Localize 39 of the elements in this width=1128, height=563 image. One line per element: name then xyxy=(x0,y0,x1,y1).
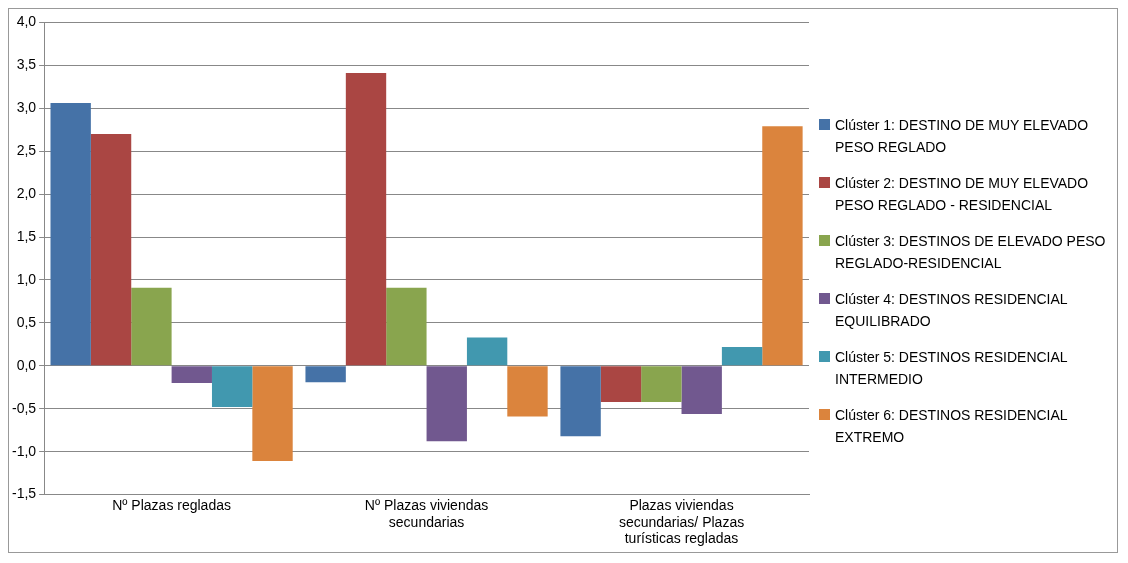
bar xyxy=(345,72,387,365)
bar xyxy=(131,287,172,365)
bar xyxy=(171,365,212,383)
legend-label: Clúster 5: DESTINOS RESIDENCIAL INTERMEDIO xyxy=(835,347,1069,389)
y-tick-label: 3,0 xyxy=(16,98,37,115)
legend-label: Clúster 1: DESTINO DE MUY ELEVADO PESO REGLADO xyxy=(835,115,1090,157)
bar xyxy=(211,365,253,407)
y-tick-label: 2,0 xyxy=(16,184,37,201)
bar xyxy=(507,365,548,416)
bar xyxy=(252,365,293,461)
bar xyxy=(762,125,803,365)
legend-label: Clúster 4: DESTINOS RESIDENCIAL EQUILIBRADO xyxy=(835,289,1069,331)
bar xyxy=(721,346,763,365)
y-tick-label: 3,5 xyxy=(16,55,37,72)
y-tick-label: -1,0 xyxy=(12,442,37,459)
legend-label: Clúster 2: DESTINO DE MUY ELEVADO PESO REGLADO - RESIDENCIAL xyxy=(835,173,1090,215)
y-tick-label: 0,5 xyxy=(16,313,37,330)
y-tick-label: 1,5 xyxy=(16,227,37,244)
bar xyxy=(560,365,601,436)
legend-label: Clúster 3: DESTINOS DE ELEVADO PESO REGLADO-RESIDENCIAL xyxy=(835,231,1107,273)
bar xyxy=(90,133,132,365)
bar xyxy=(681,365,722,414)
y-tick-label: 2,5 xyxy=(16,141,37,158)
x-tick-label: Nº Plazas viviendas secundarias xyxy=(364,496,489,530)
bar xyxy=(426,365,467,441)
bar xyxy=(305,365,346,382)
y-tick-label: -1,5 xyxy=(12,484,37,501)
bar xyxy=(641,365,682,402)
bar xyxy=(466,336,508,365)
y-tick-label: 4,0 xyxy=(16,12,37,29)
x-tick-label: Nº Plazas regladas xyxy=(112,496,231,513)
legend-label: Clúster 6: DESTINOS RESIDENCIAL EXTREMO xyxy=(835,405,1069,447)
y-tick-label: -0,5 xyxy=(12,399,37,416)
x-tick-label: Plazas viviendas secundarias/ Plazas turísticas regladas xyxy=(618,496,745,546)
bar xyxy=(386,287,427,365)
y-tick-label: 1,0 xyxy=(16,270,37,287)
bar xyxy=(50,102,91,365)
bar xyxy=(600,365,642,402)
y-tick-label: 0,0 xyxy=(16,356,37,373)
